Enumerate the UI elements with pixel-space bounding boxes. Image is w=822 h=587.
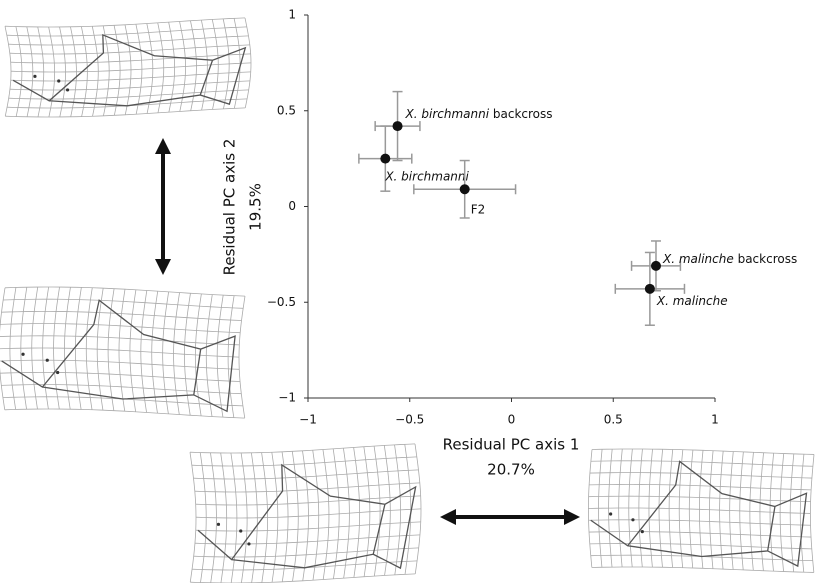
grid-line [810,454,815,573]
deformation-grid [4,17,252,118]
grid-line [191,456,417,467]
species-name: X. malinche [662,251,734,265]
grid-line [589,543,812,550]
grid-line [194,534,420,545]
grid-line [589,484,812,491]
landmark [247,542,251,546]
grid-line [8,35,249,46]
grid-line [4,286,246,297]
fish-outline [197,463,417,570]
x-tick-label: 0.5 [604,413,623,427]
x-tick-label: −0.5 [395,413,424,427]
species-name: X. birchmanni [405,107,490,121]
grid-line [194,482,420,493]
grid-line [189,443,416,454]
grid-line [193,469,419,480]
grid-line [0,359,240,370]
x-axis-title: 20.7% [487,461,535,479]
plot: −1 −0.5 0 0.5 1 −1 −0.5 0 0.5 1 Residual PC axis 1… [221,8,798,479]
grid-line [9,44,250,55]
point-label: X. malinche [656,293,728,307]
point [644,283,655,294]
grid-line [4,26,12,117]
grid-line [244,17,252,108]
deformation-grid [588,448,815,573]
landmark [239,529,243,533]
grid-line [1,311,242,321]
grid-line [6,26,247,37]
point [380,153,391,164]
grid-line [414,443,422,574]
y-tick-label: 0.5 [277,103,296,117]
y-axis-title: Residual PC axis 2 [221,139,239,276]
grid-line [0,287,6,410]
landmark [21,352,25,356]
grid-line [189,452,197,583]
grid-line [590,460,813,467]
point [650,260,661,271]
species-name: X. malinche [656,293,728,307]
point [459,184,470,195]
deformation-grid [0,286,246,419]
y-tick-label: 0 [288,199,296,213]
x-tick-label: −1 [299,413,317,427]
grid-line [588,519,811,526]
grid-line [0,335,240,346]
point-label: X. birchmanni backcross [405,107,553,121]
landmark [640,530,644,534]
grid-line [195,495,421,506]
species-name: X. birchmanni [384,169,469,183]
deformation-grid [189,443,422,584]
grid-line [8,89,249,100]
landmark [216,522,221,526]
y-tick-label: −0.5 [267,295,296,309]
x-axis-title: Residual PC axis 1 [443,436,580,454]
grid-line [0,372,241,382]
y-tick-label: 1 [288,8,296,22]
grid-line [4,408,245,419]
grid-line [0,323,241,334]
fish-outline [590,460,808,568]
grid-line [238,296,246,419]
landmark [57,79,61,83]
grid-line [5,107,246,118]
grid-line [4,17,246,28]
species-name: F2 [471,202,486,216]
landmark [609,512,613,516]
landmark [56,370,60,375]
fish-outline [1,299,236,413]
x-tick-label: 1 [711,413,719,427]
grid-line [1,384,242,395]
grid-line [193,547,419,558]
landmark [65,88,70,92]
fish-outline [12,33,247,107]
grid-line [9,80,250,91]
point-label: X. birchmanni [384,169,469,183]
y-tick-label: −1 [278,391,296,405]
grid-line [589,472,812,479]
landmark [45,358,49,362]
grid-line [3,298,244,309]
grid-line [591,566,814,573]
x-tick-label: 0 [508,413,516,427]
point-label: X. malinche backcross [662,251,797,265]
grid-line [195,521,421,532]
landmark [631,518,635,522]
grid-line [10,53,251,64]
deformation-grids [0,17,815,584]
label-note: backcross [493,107,553,121]
point-label: F2 [471,202,486,216]
grid-line [589,531,812,538]
point [392,121,403,132]
landmark [33,74,37,78]
grid-line [591,448,815,455]
label-note: backcross [738,251,798,265]
grid-line [0,347,240,358]
grid-line [588,495,811,503]
y-axis-title: 19.5% [247,183,265,231]
grid-line [10,71,251,82]
